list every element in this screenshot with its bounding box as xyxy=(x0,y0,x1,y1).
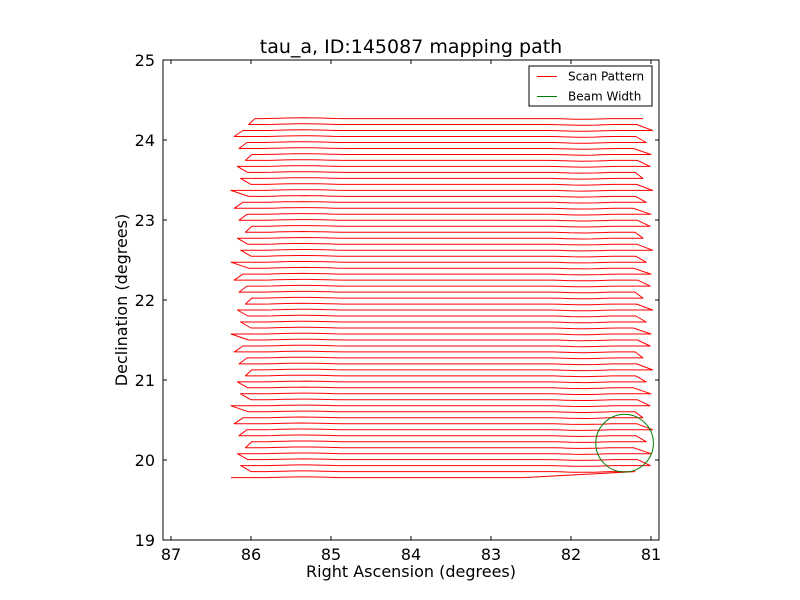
legend-label-beam-width: Beam Width xyxy=(568,90,641,104)
y-tick-label: 25 xyxy=(135,51,155,70)
x-axis: 87 86 85 84 83 82 81 xyxy=(161,60,661,564)
y-tick-label: 22 xyxy=(135,291,155,310)
y-tick-label: 23 xyxy=(135,211,155,230)
x-tick-label: 84 xyxy=(401,545,421,564)
y-tick-label: 20 xyxy=(135,451,155,470)
beam-width-circle xyxy=(595,413,654,473)
x-tick-label: 82 xyxy=(561,545,581,564)
y-tick-label: 24 xyxy=(135,131,155,150)
legend-box xyxy=(528,65,653,107)
x-axis-label: Right Ascension (degrees) xyxy=(306,562,516,581)
chart-title: tau_a, ID:145087 mapping path xyxy=(260,36,562,58)
plot-series xyxy=(230,117,654,479)
scan-pattern-line xyxy=(230,117,654,479)
y-tick-label: 21 xyxy=(135,371,155,390)
legend-label-scan-pattern: Scan Pattern xyxy=(568,70,644,84)
y-axis-label: Declination (degrees) xyxy=(112,214,131,386)
x-tick-label: 83 xyxy=(481,545,501,564)
x-tick-label: 81 xyxy=(641,545,661,564)
legend: Scan Pattern Beam Width xyxy=(528,65,653,107)
y-tick-label: 19 xyxy=(135,531,155,550)
x-tick-label: 85 xyxy=(321,545,341,564)
x-tick-label: 87 xyxy=(161,545,181,564)
x-tick-label: 86 xyxy=(241,545,261,564)
y-axis: 19 20 21 22 23 24 25 xyxy=(135,51,659,550)
